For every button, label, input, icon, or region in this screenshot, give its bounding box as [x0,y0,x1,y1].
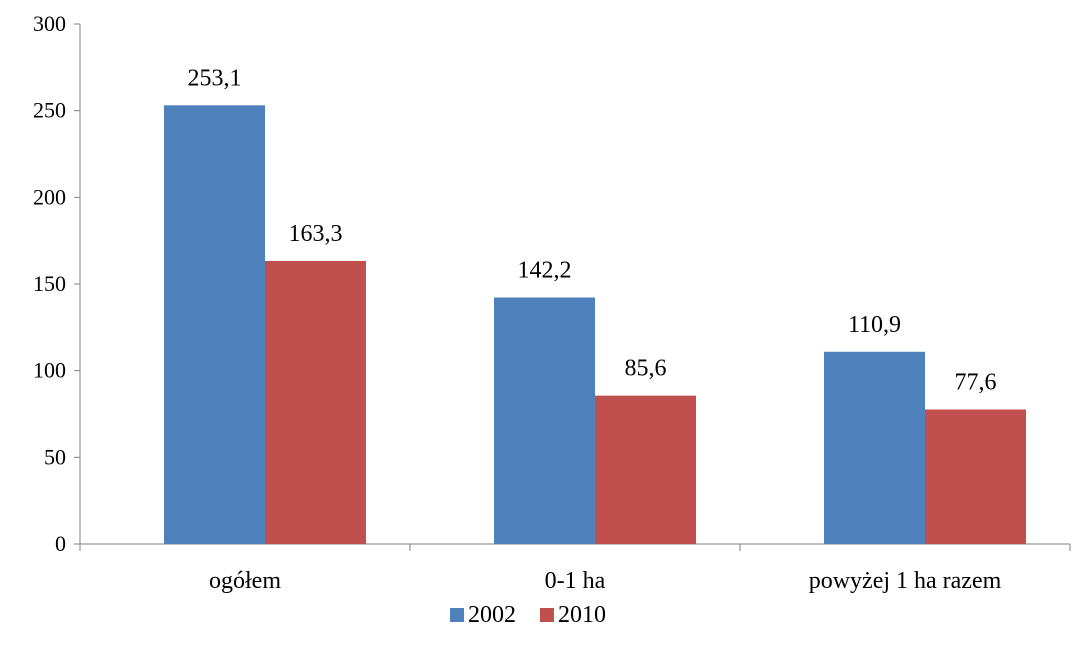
bars [164,105,1026,544]
legend-label: 2002 [468,602,516,628]
bar-2010 [265,260,366,544]
y-tick-label: 0 [55,531,66,556]
bar-2002 [494,297,595,544]
data-label: 110,9 [848,312,901,338]
y-tick-label: 300 [33,11,66,36]
y-axis: 0 50 100 150 200 250 300 [33,11,81,556]
bar-2010 [595,395,696,544]
x-tick-label: ogółem [209,568,281,594]
data-label: 163,3 [289,221,343,247]
x-axis: ogółem 0-1 ha powyżej 1 ha razem [79,543,1071,594]
y-tick-label: 150 [33,271,66,296]
y-tick-label: 50 [44,444,66,469]
legend: 2002 2010 [450,602,606,628]
data-label: 85,6 [625,356,667,382]
x-tick-label: 0-1 ha [545,568,606,594]
data-label: 142,2 [518,258,572,284]
data-label: 77,6 [955,369,997,395]
legend-swatch [540,608,554,622]
y-tick-label: 100 [33,358,66,383]
data-label: 253,1 [188,65,242,91]
bar-2010 [925,409,1026,544]
legend-label: 2010 [558,602,606,628]
bar-2002 [164,105,265,544]
bar-2002 [824,351,925,544]
y-tick-label: 200 [33,184,66,209]
y-tick-label: 250 [33,98,66,123]
legend-swatch [450,608,464,622]
data-labels: 253,1 163,3 142,2 85,6 110,9 77,6 [188,65,997,395]
x-tick-label: powyżej 1 ha razem [809,568,1002,594]
